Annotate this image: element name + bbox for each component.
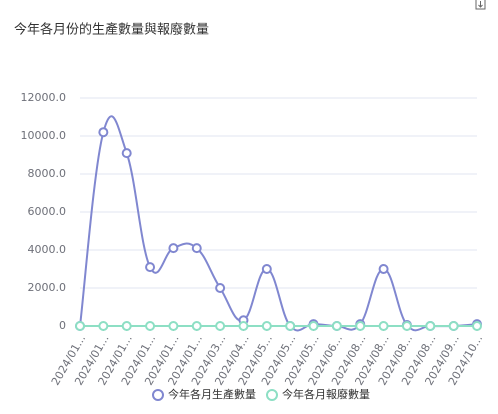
chart-title: 今年各月份的生產數量與報廢數量 [14, 22, 209, 38]
legend-item[interactable]: 今年各月生產數量 [152, 387, 256, 401]
data-point [355, 321, 366, 331]
download-icon[interactable] [475, 0, 486, 10]
data-point [261, 321, 272, 331]
y-tick-label: 4000.0 [28, 243, 67, 256]
data-point [191, 243, 202, 254]
data-point [425, 321, 436, 331]
data-point [168, 321, 179, 331]
data-point [261, 264, 272, 274]
data-point [215, 321, 226, 331]
y-tick-label: 2000.0 [28, 281, 67, 294]
data-point [215, 283, 226, 293]
data-point [448, 321, 459, 331]
legend-item[interactable]: 今年各月報廢數量 [266, 387, 370, 401]
data-point [472, 321, 482, 331]
legend-marker [152, 389, 164, 401]
y-tick-label: 6000.0 [28, 205, 67, 218]
data-point [331, 321, 342, 331]
data-point [98, 321, 109, 331]
data-point [121, 148, 132, 159]
y-tick-label: 10000.0 [21, 129, 67, 142]
y-tick-label: 0 [59, 319, 66, 332]
data-point [75, 321, 85, 331]
data-point [191, 321, 202, 331]
series-line [79, 115, 478, 332]
data-point [121, 321, 132, 331]
y-tick-label: 8000.0 [28, 167, 67, 180]
data-point [145, 321, 156, 331]
data-point [168, 243, 179, 254]
legend-label: 今年各月生產數量 [168, 387, 256, 401]
y-tick-label: 12000.0 [21, 91, 67, 104]
data-point [378, 264, 389, 274]
data-point [238, 321, 249, 331]
data-point [401, 321, 412, 331]
legend-label: 今年各月報廢數量 [282, 387, 370, 401]
legend-marker [266, 389, 278, 401]
data-point [285, 321, 296, 331]
data-point [145, 262, 156, 273]
data-point [378, 321, 389, 331]
data-point [98, 127, 109, 138]
data-point [308, 321, 319, 331]
